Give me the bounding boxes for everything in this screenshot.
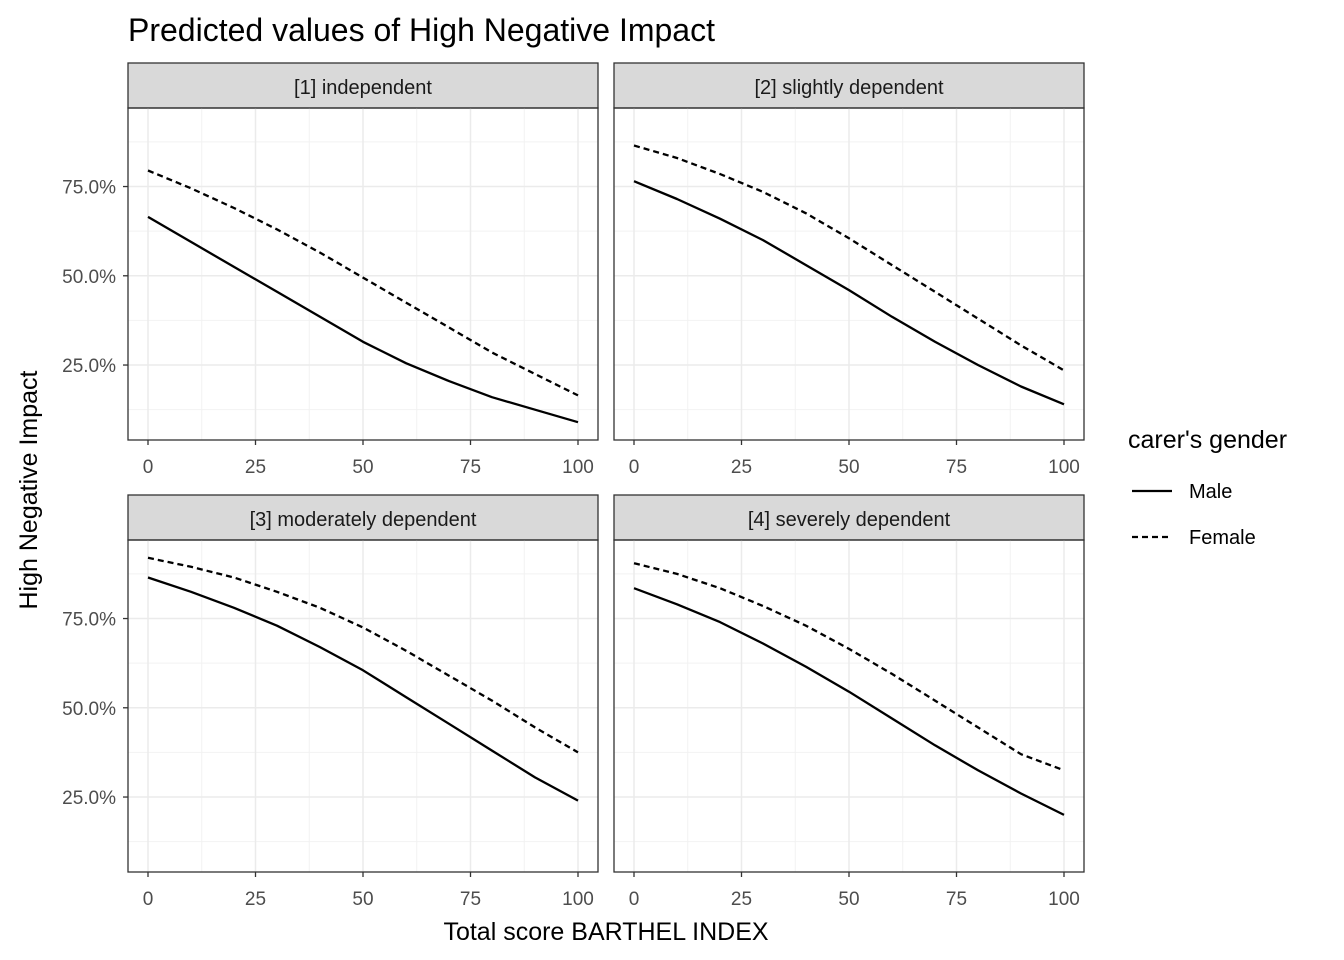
facet-panels: [1] independent 0 25 50 75 100 25.0% 50.0% 75.0%… — [62, 62, 1085, 910]
legend-label-male: Male — [1189, 481, 1232, 503]
x-tick-label: 50 — [838, 457, 859, 478]
y-tick-label: 75.0% — [62, 610, 116, 631]
facet-panel: [3] moderately dependent 0 25 50 75 100 25.0% 5… — [62, 494, 599, 910]
series-line-male — [633, 587, 1065, 816]
series-line-male — [633, 180, 1065, 406]
facet-strip — [127, 62, 599, 109]
series-line-female — [147, 556, 579, 754]
y-tick-label: 75.0% — [62, 178, 116, 199]
series-line-male — [147, 576, 579, 802]
x-tick-label: 75 — [460, 457, 481, 478]
x-tick-label: 0 — [143, 457, 154, 478]
x-tick-label: 100 — [562, 457, 594, 478]
x-tick-label: 50 — [838, 889, 859, 910]
x-tick-label: 100 — [1048, 457, 1080, 478]
facet-strip-label: [1] independent — [294, 77, 432, 99]
y-axis-title: High Negative Impact — [15, 370, 43, 609]
x-tick-label: 25 — [245, 889, 266, 910]
x-axis-title: Total score BARTHEL INDEX — [443, 918, 768, 946]
facet-panel: [4] severely dependent 0 25 50 75 100 — [613, 494, 1085, 910]
facet-panel: [1] independent 0 25 50 75 100 25.0% 50.0% 75.0% — [62, 62, 599, 478]
y-tick-label: 25.0% — [62, 788, 116, 809]
facet-strip — [127, 494, 599, 541]
x-tick-label: 25 — [731, 889, 752, 910]
series-line-female — [147, 169, 579, 397]
x-tick-label: 50 — [352, 457, 373, 478]
x-tick-label: 75 — [460, 889, 481, 910]
facet-strip — [613, 62, 1085, 109]
y-tick-label: 50.0% — [62, 699, 116, 720]
facet-strip-label: [4] severely dependent — [748, 509, 951, 531]
x-tick-label: 100 — [562, 889, 594, 910]
x-tick-label: 25 — [245, 457, 266, 478]
y-tick-label: 25.0% — [62, 356, 116, 377]
y-tick-label: 50.0% — [62, 267, 116, 288]
x-tick-label: 0 — [629, 889, 640, 910]
facet-strip — [613, 494, 1085, 541]
facet-strip-label: [3] moderately dependent — [250, 509, 477, 531]
facet-panel: [2] slightly dependent 0 25 50 75 100 — [613, 62, 1085, 478]
legend: carer's gender Male Female — [1128, 426, 1287, 549]
x-tick-label: 50 — [352, 889, 373, 910]
x-tick-label: 75 — [946, 889, 967, 910]
x-tick-label: 0 — [629, 457, 640, 478]
legend-label-female: Female — [1189, 527, 1256, 549]
series-line-female — [633, 562, 1065, 772]
legend-title: carer's gender — [1128, 426, 1287, 454]
x-tick-label: 100 — [1048, 889, 1080, 910]
x-tick-label: 75 — [946, 457, 967, 478]
facet-strip-label: [2] slightly dependent — [754, 77, 943, 99]
series-line-female — [633, 144, 1065, 372]
series-line-male — [147, 215, 579, 424]
x-tick-label: 0 — [143, 889, 154, 910]
chart-title: Predicted values of High Negative Impact — [128, 12, 715, 48]
x-tick-label: 25 — [731, 457, 752, 478]
